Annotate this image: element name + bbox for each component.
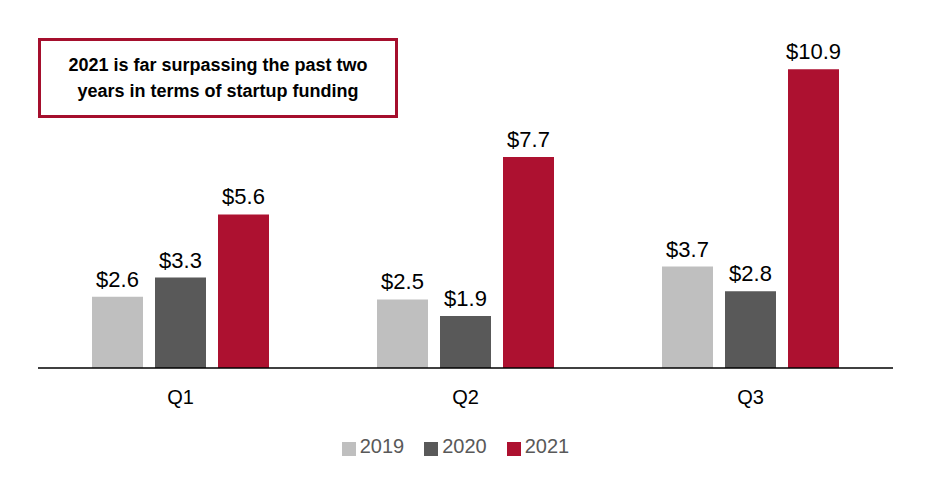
svg-text:$10.9: $10.9 bbox=[786, 39, 841, 64]
svg-text:Q3: Q3 bbox=[737, 386, 764, 408]
html-text:2020: 2020 bbox=[442, 435, 487, 457]
svg-text:$3.7: $3.7 bbox=[666, 237, 709, 262]
svg-text:$7.7: $7.7 bbox=[507, 127, 550, 152]
svg-text:Q2: Q2 bbox=[452, 386, 479, 408]
svg-text:$2.6: $2.6 bbox=[96, 267, 139, 292]
svg-text:$1.9: $1.9 bbox=[444, 286, 487, 311]
svg-text:$2.5: $2.5 bbox=[381, 269, 424, 294]
svg-text:$2.8: $2.8 bbox=[729, 261, 772, 286]
svg-text:Q1: Q1 bbox=[167, 386, 194, 408]
svg-text:$3.3: $3.3 bbox=[159, 248, 202, 273]
html-text:2021 is far surpassing the pas: 2021 is far surpassing the past two year… bbox=[68, 55, 368, 101]
html-text:2021: 2021 bbox=[524, 435, 570, 457]
html-text:2019: 2019 bbox=[359, 435, 405, 457]
svg-text:$5.6: $5.6 bbox=[222, 184, 265, 209]
